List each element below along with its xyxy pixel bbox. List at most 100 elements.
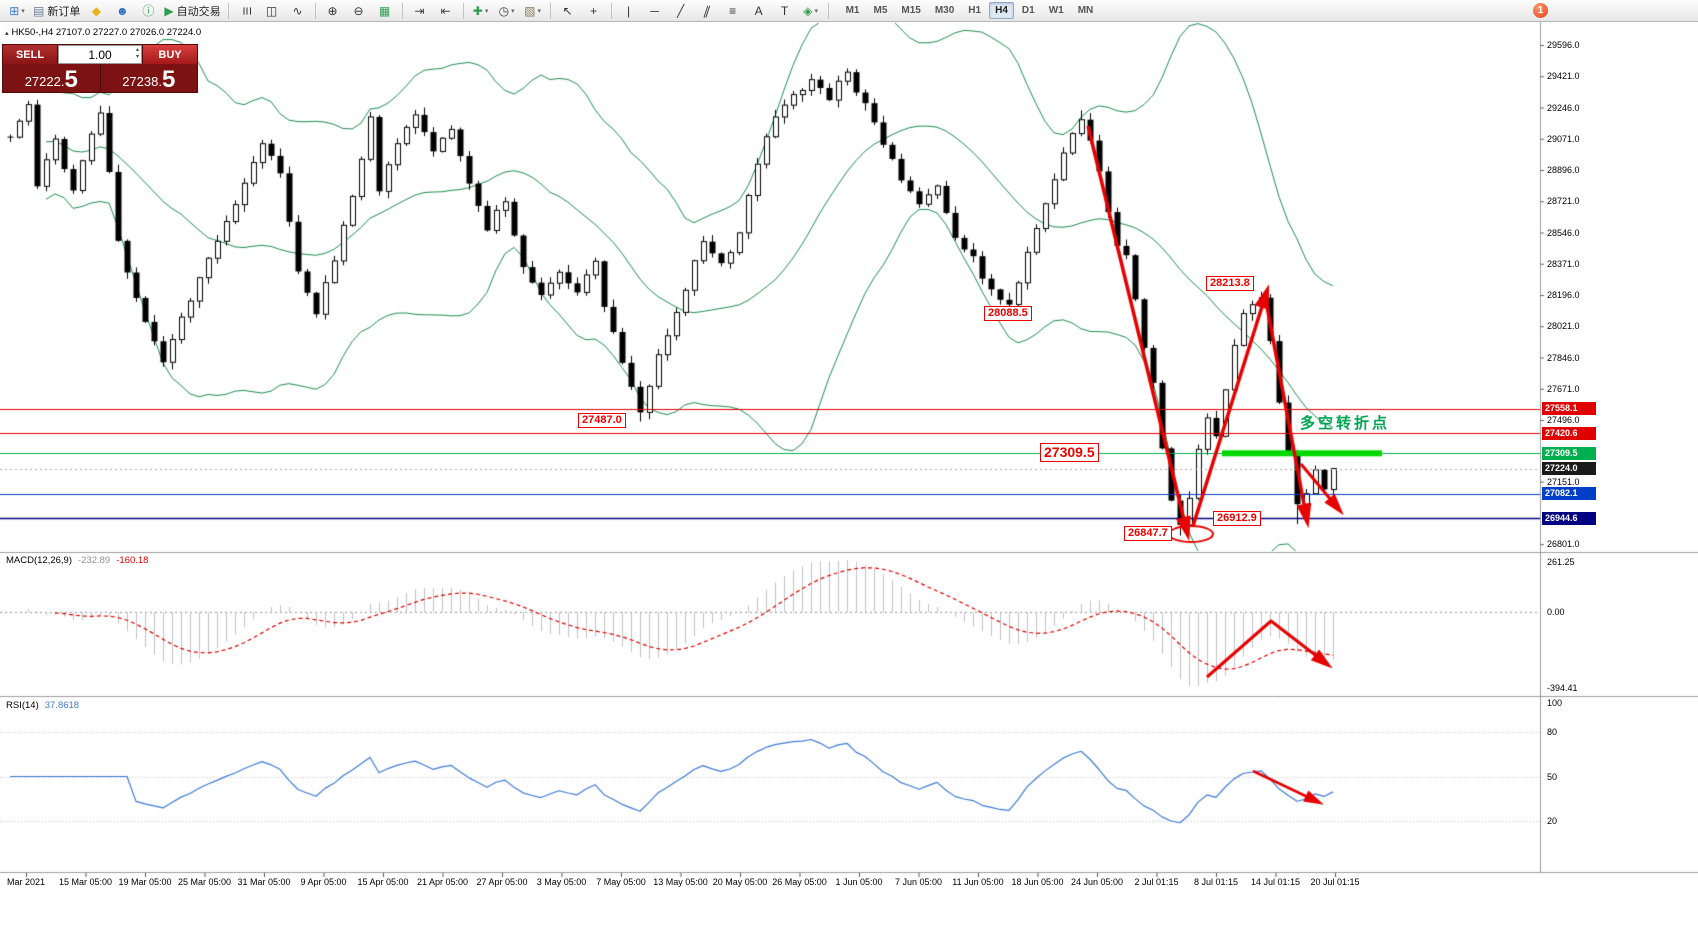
macd-signal-value: -160.18 xyxy=(116,555,149,566)
periods-button[interactable]: ◷ ▾ xyxy=(494,2,520,20)
zoom-out-button[interactable]: ⊖ xyxy=(346,2,372,20)
volume-spinner: ▴ ▾ xyxy=(136,47,139,61)
y-axis-label: 29596.0 xyxy=(1547,40,1580,50)
crosshair-button[interactable]: + xyxy=(581,2,607,20)
timeframe-w1[interactable]: W1 xyxy=(1048,5,1064,16)
price-callout: 26912.9 xyxy=(1213,511,1261,526)
timeframe-m1[interactable]: M1 xyxy=(845,5,860,16)
timeframe-m15[interactable]: M15 xyxy=(901,5,921,16)
bar-chart-button[interactable]: ☰ xyxy=(233,2,259,20)
data-window-button[interactable]: ⓘ xyxy=(135,2,161,20)
time-axis-label: 24 Jun 05:00 xyxy=(1070,877,1124,887)
horizontal-line-icon: ─ xyxy=(650,3,659,18)
time-axis-label: 1 Jun 05:00 xyxy=(835,877,883,887)
buy-price-big-digit: 5 xyxy=(161,65,176,93)
macd-main-value: -232.89 xyxy=(78,555,111,566)
time-axis-label: 13 May 05:00 xyxy=(653,877,708,887)
zoom-in-icon: ⊕ xyxy=(327,3,338,18)
equidistant-channel-button[interactable]: ∥ xyxy=(694,2,720,20)
candlestick-chart-button[interactable]: ◫ xyxy=(259,2,285,20)
price-tag: 27082.1 xyxy=(1542,487,1596,501)
time-axis-label: 19 Mar 05:00 xyxy=(118,877,172,887)
y-axis-label: 29071.0 xyxy=(1547,133,1580,144)
volume-input[interactable]: 1.00 ▴ ▾ xyxy=(58,45,142,64)
text-label-button[interactable]: T xyxy=(772,2,798,20)
metaeditor-button[interactable]: ◆ xyxy=(83,2,109,20)
market-watch-icon: ☻ xyxy=(116,3,129,18)
new-chart-icon: ⊞ xyxy=(9,3,20,18)
buy-button[interactable]: BUY xyxy=(142,45,197,64)
horizontal-line-button[interactable]: ─ xyxy=(642,2,668,20)
text-icon: A xyxy=(754,3,763,18)
y-axis-label: 28546.0 xyxy=(1547,227,1580,238)
indicators-button[interactable]: ✚ ▾ xyxy=(468,2,494,20)
fibonacci-icon: ≡ xyxy=(729,3,737,18)
caret-down-icon: ▾ xyxy=(537,7,541,15)
y-axis-label: 26801.0 xyxy=(1547,539,1580,550)
timeframe-h4[interactable]: H4 xyxy=(989,2,1014,19)
cursor-button[interactable]: ↖ xyxy=(555,2,581,20)
market-watch-button[interactable]: ☻ xyxy=(109,2,135,20)
price-tag: 27558.1 xyxy=(1542,402,1596,416)
trendline-button[interactable]: ╱ xyxy=(668,2,694,20)
timeframe-m30[interactable]: M30 xyxy=(934,5,955,16)
sell-price-main: 27222. xyxy=(24,74,65,89)
auto-trading-button[interactable]: ▶ 自动交易 xyxy=(161,2,223,20)
y-axis-label: 27496.0 xyxy=(1547,415,1580,425)
fibonacci-button[interactable]: ≡ xyxy=(720,2,746,20)
auto-trading-icon: ▶ xyxy=(164,3,174,18)
price-tag: 27309.5 xyxy=(1542,446,1596,460)
timeframe-h1[interactable]: H1 xyxy=(968,5,982,16)
new-order-label: 新订单 xyxy=(47,5,81,18)
time-axis-label: 7 May 05:00 xyxy=(596,877,646,887)
symbol-marker-icon: ▴ xyxy=(5,30,9,37)
rsi-name: RSI(14) xyxy=(6,700,39,711)
time-axis-label: 20 May 05:00 xyxy=(712,877,768,887)
macd-indicator-label: MACD(12,26,9) -232.89 -160.18 xyxy=(6,555,148,566)
sell-button[interactable]: SELL xyxy=(3,45,58,64)
line-chart-button[interactable]: ∿ xyxy=(285,2,311,20)
macd-axis-label: 0.00 xyxy=(1547,607,1565,618)
y-axis-label: 29421.0 xyxy=(1547,71,1580,82)
time-axis-label: 26 May 05:00 xyxy=(772,877,827,887)
text-button[interactable]: A xyxy=(746,2,772,20)
buy-price[interactable]: 27238. 5 xyxy=(99,64,198,93)
timeframe-mn[interactable]: MN xyxy=(1077,5,1094,16)
time-axis-label: 31 Mar 05:00 xyxy=(237,877,291,887)
new-chart-button[interactable]: ⊞ ▾ xyxy=(4,2,30,20)
timeframe-m5[interactable]: M5 xyxy=(873,5,888,16)
zoom-in-button[interactable]: ⊕ xyxy=(320,2,346,20)
buy-price-main: 27238. xyxy=(122,74,162,89)
time-axis-label: 14 Jul 01:15 xyxy=(1250,877,1301,887)
vertical-line-icon: | xyxy=(627,3,631,18)
chart-shift-button[interactable]: ⇤ xyxy=(433,2,459,20)
time-axis-label: 7 Jun 05:00 xyxy=(894,877,943,887)
time-axis-label: 21 Apr 05:00 xyxy=(416,877,469,887)
templates-button[interactable]: ▧ ▾ xyxy=(520,2,546,20)
price-callout: 28213.8 xyxy=(1206,276,1254,291)
volume-down-icon[interactable]: ▾ xyxy=(135,54,139,60)
price-callout: 28088.5 xyxy=(984,306,1032,321)
arrows-button[interactable]: ◈ ▾ xyxy=(798,2,824,20)
symbol-ohlc-line: ▴ HK50-,H4 27107.0 27227.0 27026.0 27224.… xyxy=(5,27,201,38)
time-axis-label: 3 May 05:00 xyxy=(536,877,587,887)
indicators-icon: ✚ xyxy=(472,3,483,18)
toolbar-separator xyxy=(314,2,316,19)
price-tag: 26944.6 xyxy=(1542,511,1596,525)
auto-scroll-button[interactable]: ⇥ xyxy=(407,2,433,20)
y-axis-label: 29246.0 xyxy=(1547,102,1580,113)
caret-down-icon: ▾ xyxy=(814,7,818,15)
alert-badge[interactable]: 1 xyxy=(1533,3,1548,18)
tile-windows-button[interactable]: ▦ xyxy=(372,2,398,20)
one-click-trading-panel: SELL 1.00 ▴ ▾ BUY 27222. 5 27238. 5 xyxy=(2,44,198,93)
new-order-button[interactable]: ▤ 新订单 xyxy=(30,2,83,20)
volume-up-icon[interactable]: ▴ xyxy=(135,47,139,53)
timeframe-d1[interactable]: D1 xyxy=(1021,5,1035,16)
vertical-line-button[interactable]: | xyxy=(616,2,642,20)
toolbar-separator xyxy=(827,2,829,19)
price-callout: 26847.7 xyxy=(1124,526,1172,541)
price-callout: 27487.0 xyxy=(578,413,626,428)
sell-price[interactable]: 27222. 5 xyxy=(3,64,100,92)
